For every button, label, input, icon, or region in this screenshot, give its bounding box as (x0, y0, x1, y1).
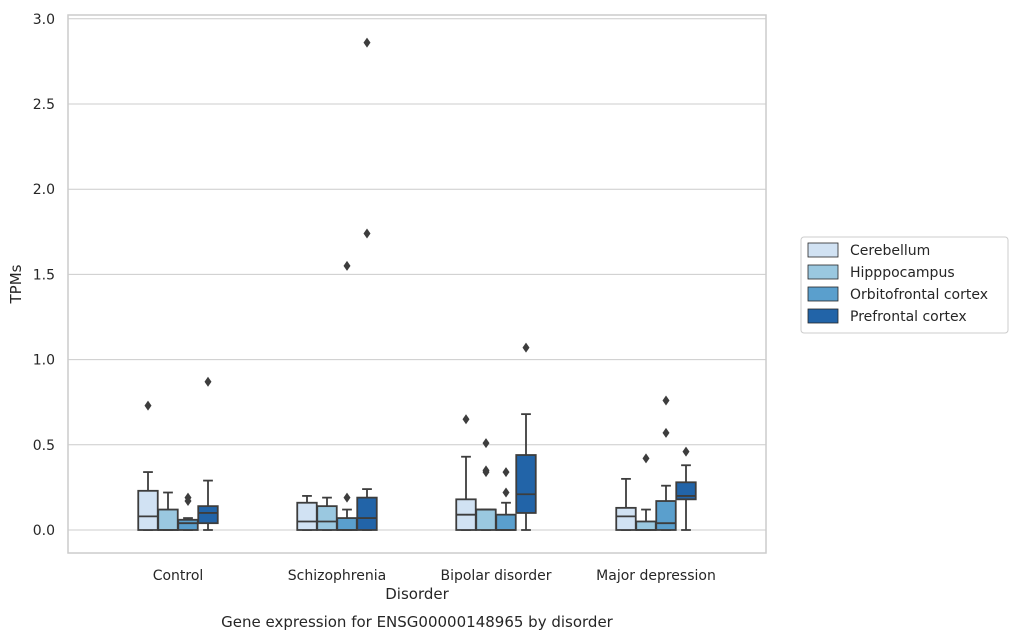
box-body (635, 520, 657, 531)
outlier-point (682, 446, 690, 457)
box-body (296, 501, 318, 531)
box-body (157, 508, 179, 531)
boxes (137, 37, 697, 531)
outlier-point (204, 376, 212, 387)
box-group (455, 414, 477, 531)
x-axis-label: Disorder (385, 585, 449, 603)
x-tick-label: Schizophrenia (288, 568, 386, 584)
x-tick-labels: Control Schizophrenia Bipolar disorder Majo… (153, 568, 716, 584)
box-body (515, 454, 537, 514)
legend-label: Prefrontal cortex (850, 309, 967, 325)
grid-lines (68, 18, 766, 531)
box-body (475, 508, 497, 531)
outlier-point (343, 260, 351, 271)
legend-label: Cerebellum (850, 243, 930, 259)
outlier-point (462, 414, 470, 425)
y-axis-label: TPMs (7, 264, 25, 304)
box-group (495, 467, 517, 531)
legend-swatch (807, 308, 839, 324)
outlier-point (662, 427, 670, 438)
box-body (197, 505, 219, 525)
plot-frame (67, 14, 767, 554)
box-group (157, 491, 179, 531)
outlier-point (184, 492, 192, 503)
box-group (615, 477, 637, 531)
outlier-point (502, 487, 510, 498)
outlier-point (662, 395, 670, 406)
legend-frame (800, 236, 1009, 334)
box-group (675, 446, 697, 531)
legend: Cerebellum Hipppocampus Orbitofrontal cort… (800, 236, 1009, 334)
x-tick-label: Major depression (596, 568, 716, 584)
x-tick-label: Control (153, 568, 204, 584)
outlier-point (502, 467, 510, 478)
box-group (356, 37, 378, 531)
box-body (137, 489, 159, 531)
x-tick-label: Bipolar disorder (440, 568, 551, 584)
legend-label: Hipppocampus (850, 265, 955, 281)
y-tick-label: 0.0 (33, 523, 55, 539)
box-group (336, 260, 358, 531)
box-group (475, 438, 497, 531)
box-group (296, 495, 318, 531)
box-body (316, 505, 338, 531)
box-group (197, 376, 219, 531)
y-tick-label: 1.0 (33, 353, 55, 369)
box-body (336, 517, 358, 531)
legend-swatch (807, 264, 839, 280)
outlier-point (363, 37, 371, 48)
box-group (177, 492, 199, 531)
outlier-point (343, 492, 351, 503)
outlier-point (144, 400, 152, 411)
chart-caption: Gene expression for ENSG00000148965 by d… (221, 613, 614, 631)
legend-swatch (807, 242, 839, 258)
box-group (515, 342, 537, 531)
box-body (495, 513, 517, 531)
box-group (655, 395, 677, 531)
outlier-point (363, 228, 371, 239)
outlier-point (522, 342, 530, 353)
outlier-point (642, 453, 650, 464)
box-body (655, 500, 677, 531)
y-tick-label: 0.5 (33, 438, 55, 454)
box-body (177, 518, 199, 531)
y-tick-label: 1.5 (33, 267, 55, 283)
box-group (635, 453, 657, 531)
y-tick-label: 3.0 (33, 12, 55, 28)
box-group (316, 496, 338, 531)
legend-label: Orbitofrontal cortex (850, 287, 988, 303)
box-group (137, 400, 159, 531)
y-tick-label: 2.0 (33, 182, 55, 198)
box-body (615, 506, 637, 531)
outlier-point (482, 438, 490, 449)
box-body (356, 496, 378, 531)
legend-swatch (807, 286, 839, 302)
y-tick-labels: 0.0 0.5 1.0 1.5 2.0 2.5 3.0 (33, 12, 55, 539)
outlier-point (482, 465, 490, 476)
y-tick-label: 2.5 (33, 97, 55, 113)
